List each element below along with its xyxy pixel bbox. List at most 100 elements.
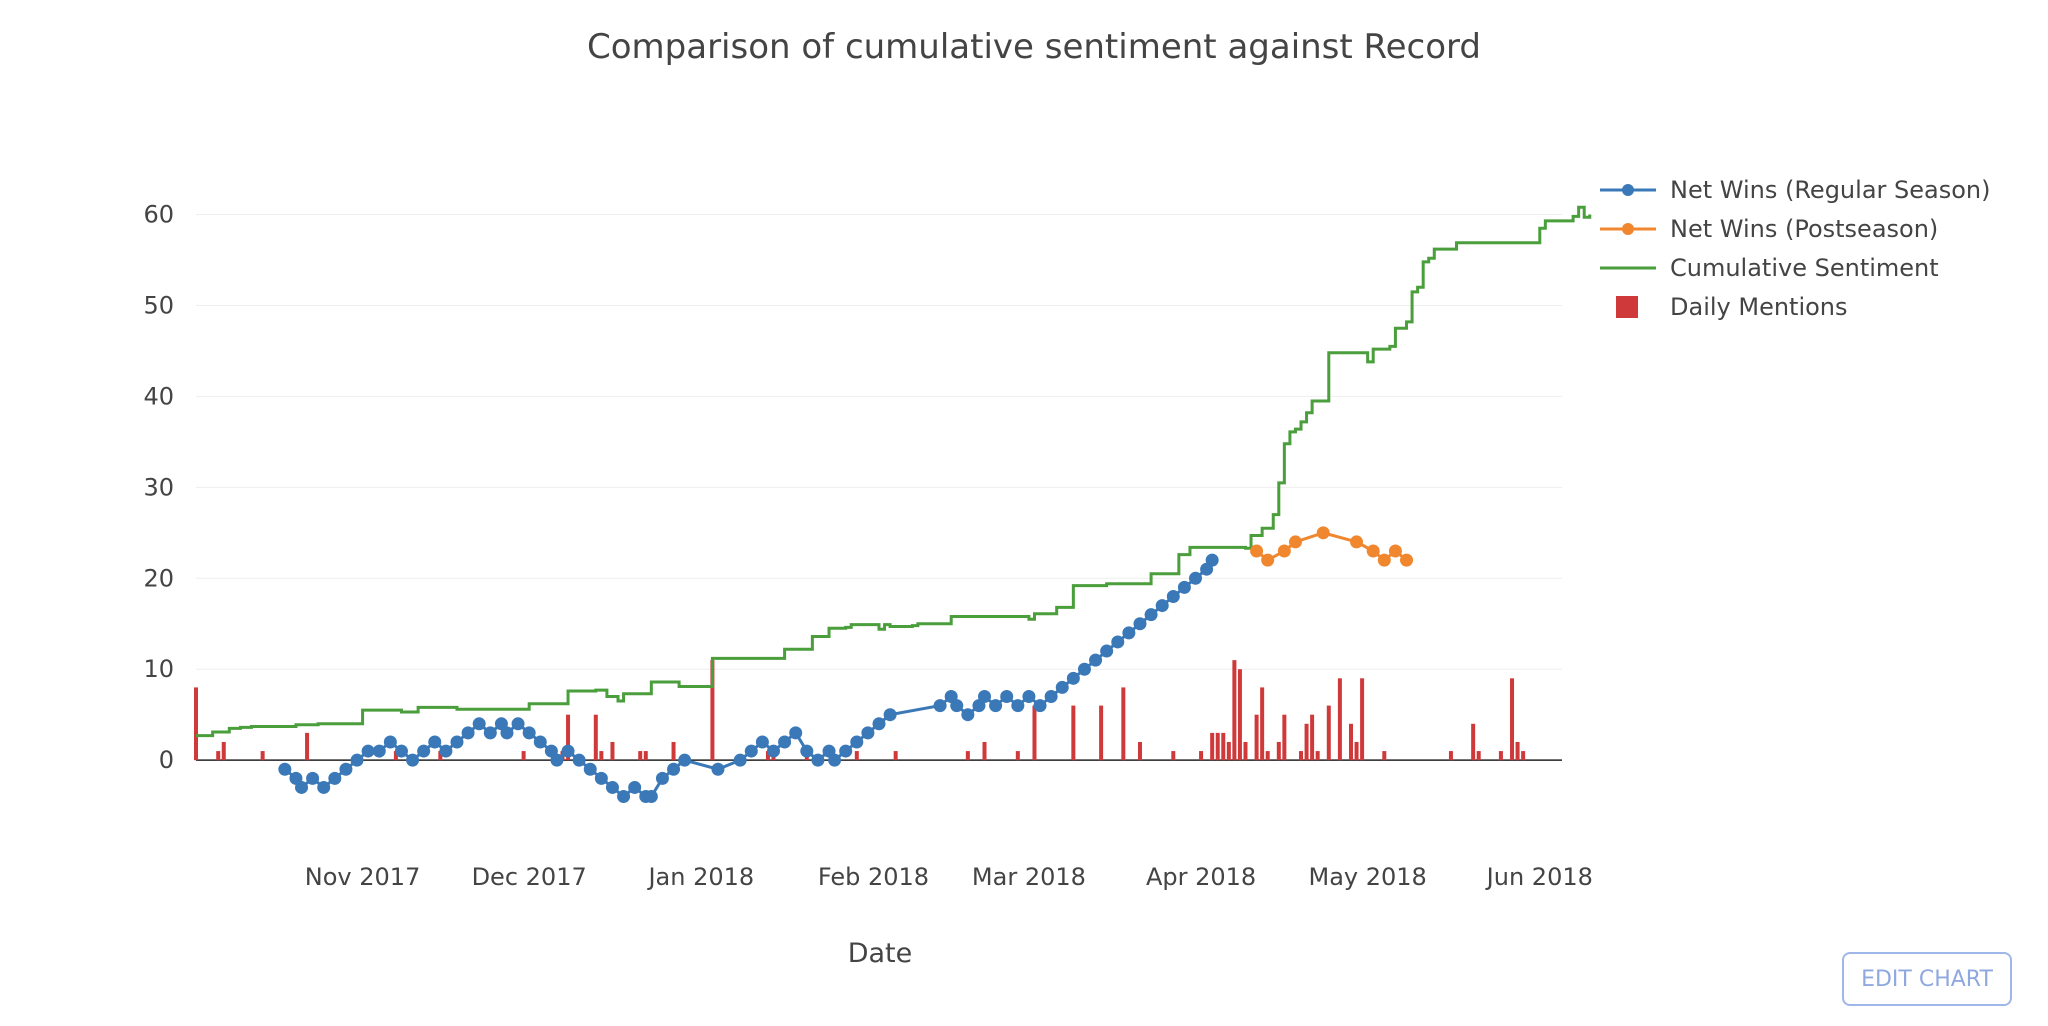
legend-item[interactable]: Net Wins (Postseason) <box>1600 215 1938 243</box>
regular-season-marker <box>617 790 631 804</box>
daily-mention-bar <box>1232 660 1237 761</box>
y-tick-label: 50 <box>143 291 174 319</box>
regular-season-marker <box>978 690 992 704</box>
regular-season-marker <box>766 744 780 758</box>
regular-season-marker <box>1205 553 1219 567</box>
regular-season-marker <box>350 753 364 767</box>
postseason-marker <box>1366 544 1380 558</box>
daily-mention-bar <box>1121 687 1126 761</box>
daily-mention-bar <box>1510 678 1515 761</box>
regular-season-marker <box>778 735 792 749</box>
postseason-marker <box>1277 544 1291 558</box>
regular-season-marker <box>1033 699 1047 713</box>
x-tick-label: Jan 2018 <box>646 863 754 891</box>
regular-season-marker <box>1177 580 1191 594</box>
regular-season-marker <box>667 762 681 776</box>
regular-season-marker <box>394 744 408 758</box>
daily-mention-bar <box>1310 714 1315 761</box>
regular-season-marker <box>811 753 825 767</box>
postseason-marker <box>1261 553 1275 567</box>
daily-mention-bar <box>393 751 398 761</box>
regular-season-marker <box>828 753 842 767</box>
regular-season-marker <box>733 753 747 767</box>
y-tick-label: 60 <box>143 201 174 229</box>
x-tick-label: Mar 2018 <box>972 863 1086 891</box>
daily-mention-bar <box>638 751 643 761</box>
regular-season-marker <box>1077 662 1091 676</box>
daily-mention-bar <box>1282 714 1287 761</box>
regular-season-marker <box>594 771 608 785</box>
legend-label: Net Wins (Postseason) <box>1670 215 1938 243</box>
daily-mention-bar <box>1299 751 1304 761</box>
legend-item[interactable]: Cumulative Sentiment <box>1600 254 1939 282</box>
daily-mention-bar <box>1254 714 1259 761</box>
daily-mention-bar <box>982 741 987 761</box>
y-tick-label: 30 <box>143 473 174 501</box>
legend-label: Daily Mentions <box>1670 293 1848 321</box>
daily-mention-bar <box>1071 705 1076 761</box>
edit-chart-button[interactable]: EDIT CHART <box>1842 952 2012 1006</box>
daily-mention-bar <box>1226 741 1231 761</box>
daily-mention-bar <box>221 741 226 761</box>
x-axis-title: Date <box>848 938 913 969</box>
regular-season-marker <box>450 735 464 749</box>
regular-season-marker <box>628 780 642 794</box>
daily-mention-bar <box>1276 741 1281 761</box>
regular-season-marker <box>644 790 658 804</box>
regular-season-marker <box>1133 617 1147 631</box>
daily-mention-bar <box>710 660 715 761</box>
daily-mention-bar <box>1210 732 1215 761</box>
regular-season-marker <box>800 744 814 758</box>
regular-season-marker <box>678 753 692 767</box>
regular-season-marker <box>872 717 886 731</box>
daily-mention-bar <box>1360 678 1365 761</box>
daily-mention-bar <box>1382 751 1387 761</box>
daily-mention-bar <box>305 732 310 761</box>
legend-item[interactable]: Net Wins (Regular Season) <box>1600 176 1990 204</box>
legend-marker <box>1622 184 1634 196</box>
legend-label: Net Wins (Regular Season) <box>1670 176 1990 204</box>
regular-season-marker <box>883 708 897 722</box>
cumulative-sentiment-line <box>196 205 1592 738</box>
legend[interactable]: Net Wins (Regular Season) Net Wins (Posts… <box>1600 176 1990 321</box>
regular-season-marker <box>472 717 486 731</box>
regular-season-marker <box>428 735 442 749</box>
regular-season-marker <box>317 780 331 794</box>
regular-season-marker <box>500 726 514 740</box>
gridlines <box>196 214 1562 761</box>
daily-mention-bar <box>1315 751 1320 761</box>
postseason-line <box>1255 531 1408 563</box>
daily-mention-bar <box>438 751 443 761</box>
daily-mention-bar <box>1304 723 1309 761</box>
y-tick-label: 40 <box>143 382 174 410</box>
regular-season-marker <box>1000 690 1014 704</box>
postseason-marker <box>1400 553 1414 567</box>
postseason-marker <box>1288 535 1302 549</box>
regular-season-marker <box>1100 644 1114 658</box>
postseason-marker <box>1250 544 1264 558</box>
daily-mention-bar <box>1199 751 1204 761</box>
regular-season-marker <box>572 753 586 767</box>
daily-mention-bar <box>216 751 221 761</box>
daily-mention-bar <box>1099 705 1104 761</box>
daily-mention-bar <box>643 751 648 761</box>
daily-mention-bar <box>1354 741 1359 761</box>
regular-season-marker <box>861 726 875 740</box>
regular-season-marker <box>1166 589 1180 603</box>
regular-season-marker <box>550 753 564 767</box>
regular-season-marker <box>561 744 575 758</box>
daily-mention-bar <box>1476 751 1481 761</box>
daily-mention-bar <box>593 714 598 761</box>
regular-season-marker <box>1144 608 1158 622</box>
x-axis-ticks: Nov 2017 Dec 2017 Jan 2018 Feb 2018 Mar 2018… <box>305 863 1593 891</box>
legend-item[interactable]: Daily Mentions <box>1616 293 1848 321</box>
legend-swatch <box>1616 296 1638 318</box>
regular-season-marker <box>417 744 431 758</box>
daily-mention-bar <box>1260 687 1265 761</box>
regular-season-marker <box>1122 626 1136 640</box>
regular-season-marker <box>789 726 803 740</box>
regular-season-marker <box>755 735 769 749</box>
legend-marker <box>1622 223 1634 235</box>
daily-mention-bar <box>1032 705 1037 761</box>
regular-season-marker <box>933 699 947 713</box>
